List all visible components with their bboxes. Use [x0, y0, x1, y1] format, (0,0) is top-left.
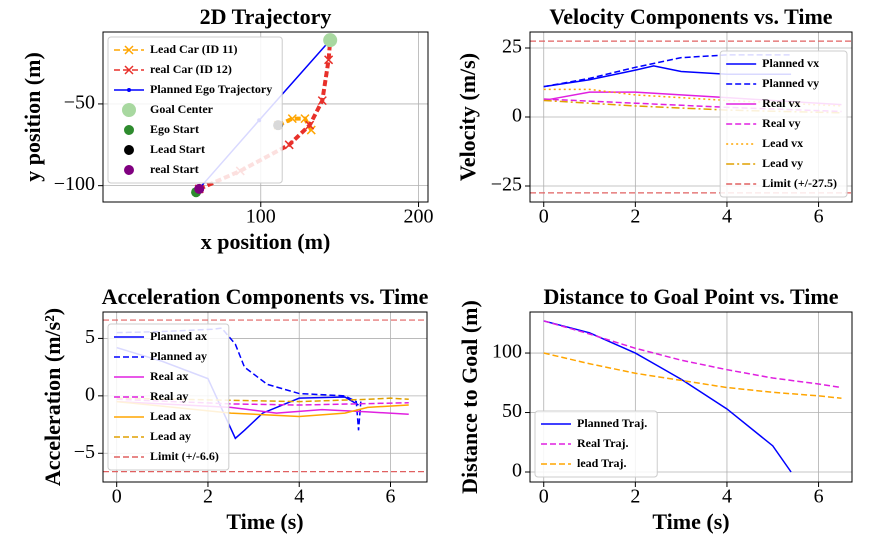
- point-marker: [287, 114, 297, 124]
- x-tick-label: 4: [294, 486, 304, 508]
- legend-label: real Start: [150, 162, 199, 176]
- legend-box: [107, 36, 283, 184]
- y-axis-label: Acceleration (m/s²): [40, 308, 65, 486]
- x-axis-label: Time (s): [652, 509, 729, 534]
- x-tick-label: 4: [722, 206, 732, 228]
- series-line: [543, 320, 842, 389]
- y-tick-label: −5: [74, 441, 95, 463]
- x-tick-label: 2: [630, 486, 640, 508]
- legend-label: Limit (+/-6.6): [150, 449, 219, 463]
- point-marker: [324, 55, 334, 65]
- y-tick-label: 50: [502, 400, 522, 422]
- legend-label: lead Traj.: [577, 456, 627, 470]
- y-tick-label: −25: [491, 174, 522, 196]
- y-tick-label: 0: [512, 460, 522, 482]
- y-tick-label: −100: [54, 173, 95, 195]
- legend-label: Lead vy: [762, 156, 803, 170]
- y-axis-label: Distance to Goal (m): [457, 300, 482, 494]
- axes-frame: [102, 311, 428, 483]
- legend-box: [719, 50, 848, 198]
- x-tick-label: 200: [404, 206, 434, 228]
- legend-label: Ego Start: [150, 122, 199, 136]
- legend-label: Lead ax: [150, 409, 191, 423]
- legend-label: Planned Ego Trajectory: [150, 82, 272, 96]
- legend-label: Lead ay: [150, 429, 191, 443]
- legend-box: [534, 410, 658, 478]
- x-tick-label: 0: [539, 486, 549, 508]
- x-tick-label: 6: [814, 486, 824, 508]
- legend-label: Planned ay: [150, 349, 207, 363]
- chart-title: 2D Trajectory: [200, 4, 332, 29]
- series-line: [543, 54, 792, 88]
- axes-frame: [529, 31, 853, 203]
- legend-box: [107, 323, 230, 471]
- legend-label: Planned Traj.: [577, 416, 647, 430]
- chart-title: Acceleration Components vs. Time: [102, 284, 429, 309]
- axes-frame: [102, 31, 429, 203]
- point-marker: [194, 183, 205, 194]
- legend-label: Lead vx: [762, 136, 803, 150]
- legend: Planned vx Planned vy Real vx Real vy Lead v…: [719, 50, 848, 198]
- x-axis-label: Time (s): [226, 509, 303, 534]
- y-axis-label: y position (m): [20, 52, 45, 182]
- x-tick-label: 6: [814, 206, 824, 228]
- x-axis-label: x position (m): [201, 229, 331, 254]
- legend: Planned Traj. Real Traj. lead Traj.: [534, 410, 658, 478]
- legend-label: Planned ax: [150, 329, 207, 343]
- legend-label: real Car (ID 12): [150, 62, 232, 76]
- legend-label: Real Traj.: [577, 436, 629, 450]
- legend-label: Real vx: [762, 96, 800, 110]
- y-tick-label: 5: [85, 326, 95, 348]
- series-line: [277, 116, 314, 132]
- x-tick-label: 100: [246, 206, 276, 228]
- x-tick-label: 4: [722, 486, 732, 508]
- series-line: [543, 98, 842, 113]
- legend-swatch: [124, 145, 134, 155]
- legend-swatch: [124, 165, 134, 175]
- legend-label: Real ax: [150, 369, 188, 383]
- legend-label: Lead Car (ID 11): [150, 42, 237, 56]
- legend-label: Planned vx: [762, 56, 819, 70]
- y-tick-label: −50: [64, 92, 95, 114]
- y-tick-label: 100: [492, 341, 522, 363]
- series-line: [116, 327, 362, 431]
- point-marker: [305, 120, 315, 130]
- series-line: [116, 397, 409, 403]
- legend-label: Planned vy: [762, 76, 819, 90]
- point-marker: [323, 33, 338, 48]
- point-marker: [317, 96, 327, 106]
- legend-swatch: [124, 65, 134, 75]
- x-tick-label: 2: [630, 206, 640, 228]
- y-tick-label: 0: [512, 105, 522, 127]
- legend-label: Real vy: [762, 116, 800, 130]
- y-axis-label: Velocity (m/s): [455, 53, 480, 181]
- x-tick-label: 6: [385, 486, 395, 508]
- legend-label: Limit (+/-27.5): [762, 176, 837, 190]
- series-line: [543, 352, 842, 399]
- point-marker: [284, 140, 294, 150]
- legend: Lead Car (ID 11) real Car (ID 12) Planned …: [107, 36, 283, 184]
- legend-swatch: [124, 45, 134, 55]
- x-tick-label: 0: [112, 486, 122, 508]
- legend-swatch: [124, 125, 134, 135]
- legend-label: Goal Center: [150, 102, 214, 116]
- legend: Planned ax Planned ay Real ax Real ay Lead a…: [107, 323, 230, 471]
- x-tick-label: 0: [539, 206, 549, 228]
- chart-title: Distance to Goal Point vs. Time: [544, 284, 839, 309]
- point-marker: [300, 114, 310, 124]
- axes-frame: [529, 311, 853, 483]
- legend-swatch: [122, 103, 136, 117]
- y-tick-label: 0: [85, 383, 95, 405]
- legend-label: Lead Start: [150, 142, 205, 156]
- legend-label: Real ay: [150, 389, 188, 403]
- chart-title: Velocity Components vs. Time: [549, 4, 832, 29]
- y-tick-label: 25: [502, 36, 522, 58]
- legend-swatch: [127, 88, 131, 92]
- x-tick-label: 2: [203, 486, 213, 508]
